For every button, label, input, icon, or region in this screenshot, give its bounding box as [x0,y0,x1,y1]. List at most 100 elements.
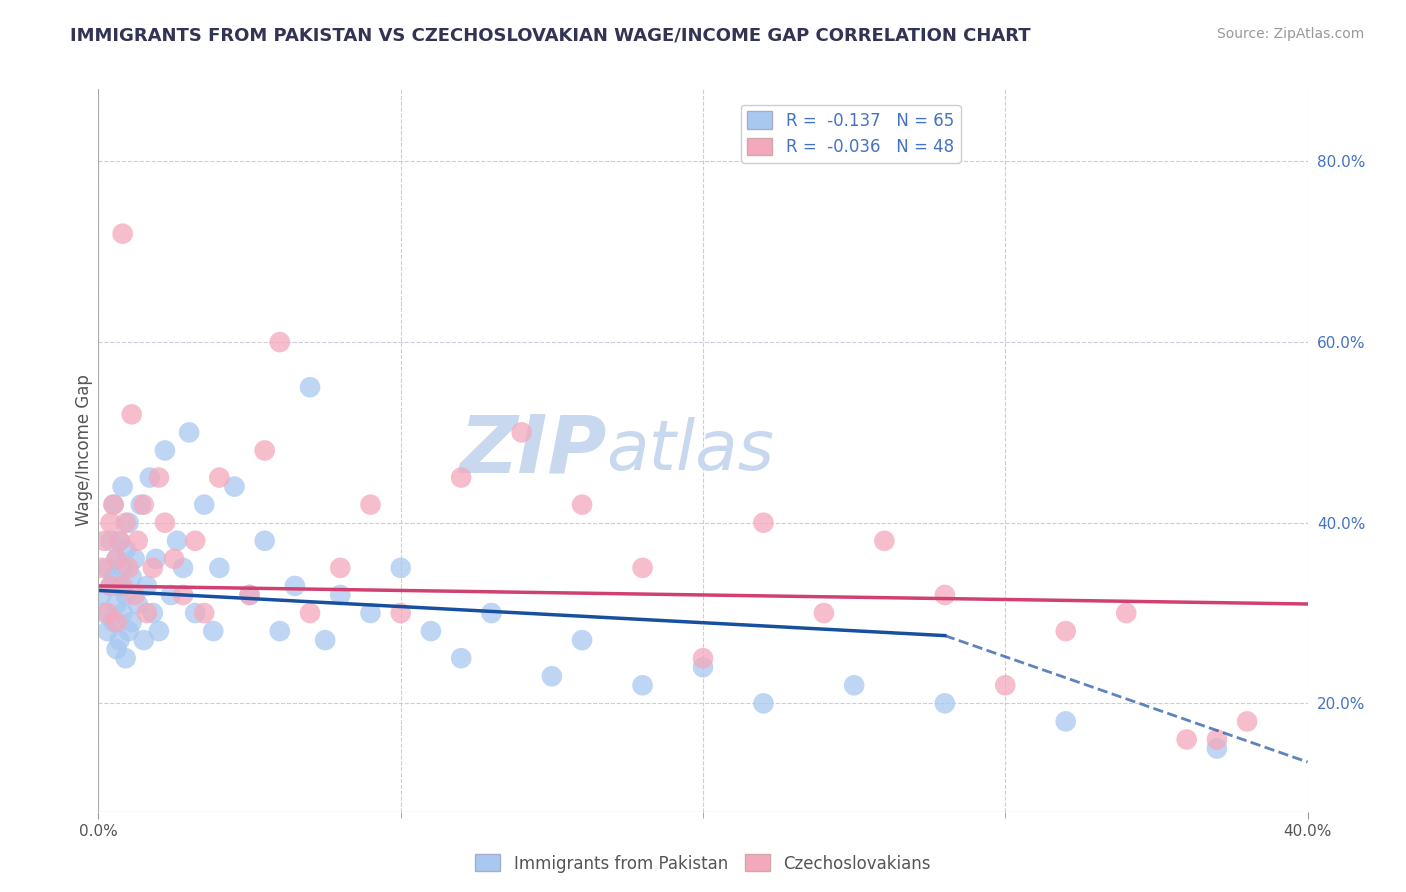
Point [208,470,231,484]
Point [1236,714,1258,729]
Y-axis label: Wage/Income Gap: Wage/Income Gap [75,375,93,526]
Point [934,696,956,710]
Point [239,588,262,602]
Point [100,579,122,593]
Point [118,624,141,639]
Point [96,624,118,639]
Point [127,533,149,548]
Point [450,651,472,665]
Point [108,533,131,548]
Point [172,561,194,575]
Point [299,380,322,394]
Point [692,660,714,674]
Point [813,606,835,620]
Point [90,588,112,602]
Point [1175,732,1198,747]
Point [752,516,775,530]
Point [193,606,215,620]
Point [108,533,131,548]
Point [118,561,141,575]
Point [132,633,155,648]
Point [111,561,134,575]
Point [135,579,157,593]
Point [121,570,143,584]
Point [269,335,291,350]
Point [111,606,134,620]
Point [103,498,125,512]
Point [202,624,225,639]
Legend: Immigrants from Pakistan, Czechoslovakians: Immigrants from Pakistan, Czechoslovakia… [468,847,938,880]
Point [111,227,134,241]
Text: atlas: atlas [606,417,775,484]
Point [510,425,533,440]
Point [114,588,136,602]
Point [269,624,291,639]
Point [253,533,276,548]
Point [121,407,143,421]
Point [1206,732,1229,747]
Point [103,498,125,512]
Point [360,606,382,620]
Point [105,551,128,566]
Point [127,597,149,611]
Point [571,633,593,648]
Point [111,579,134,593]
Point [105,642,128,657]
Point [360,498,382,512]
Point [105,551,128,566]
Point [631,678,654,692]
Point [148,624,170,639]
Point [540,669,562,683]
Point [135,606,157,620]
Point [571,498,593,512]
Point [389,561,412,575]
Point [253,443,276,458]
Point [103,570,125,584]
Point [420,624,443,639]
Point [139,470,162,484]
Point [752,696,775,710]
Point [163,551,186,566]
Point [329,588,352,602]
Point [166,533,188,548]
Point [1206,741,1229,756]
Point [100,533,122,548]
Point [124,588,146,602]
Point [96,606,118,620]
Point [450,470,472,484]
Point [153,516,176,530]
Point [844,678,866,692]
Point [100,516,122,530]
Point [114,542,136,557]
Point [299,606,322,620]
Point [873,533,896,548]
Text: Source: ZipAtlas.com: Source: ZipAtlas.com [1216,27,1364,41]
Point [208,561,231,575]
Point [184,606,207,620]
Point [129,498,152,512]
Point [105,597,128,611]
Text: IMMIGRANTS FROM PAKISTAN VS CZECHOSLOVAKIAN WAGE/INCOME GAP CORRELATION CHART: IMMIGRANTS FROM PAKISTAN VS CZECHOSLOVAK… [70,27,1031,45]
Point [239,588,262,602]
Point [96,561,118,575]
Point [111,480,134,494]
Point [108,633,131,648]
Point [90,561,112,575]
Point [132,498,155,512]
Point [994,678,1017,692]
Point [934,588,956,602]
Point [184,533,207,548]
Point [145,551,167,566]
Point [193,498,215,512]
Point [105,615,128,629]
Point [329,561,352,575]
Point [314,633,336,648]
Point [142,561,165,575]
Point [103,615,125,629]
Point [142,606,165,620]
Point [284,579,307,593]
Point [389,606,412,620]
Point [153,443,176,458]
Point [1115,606,1137,620]
Point [121,615,143,629]
